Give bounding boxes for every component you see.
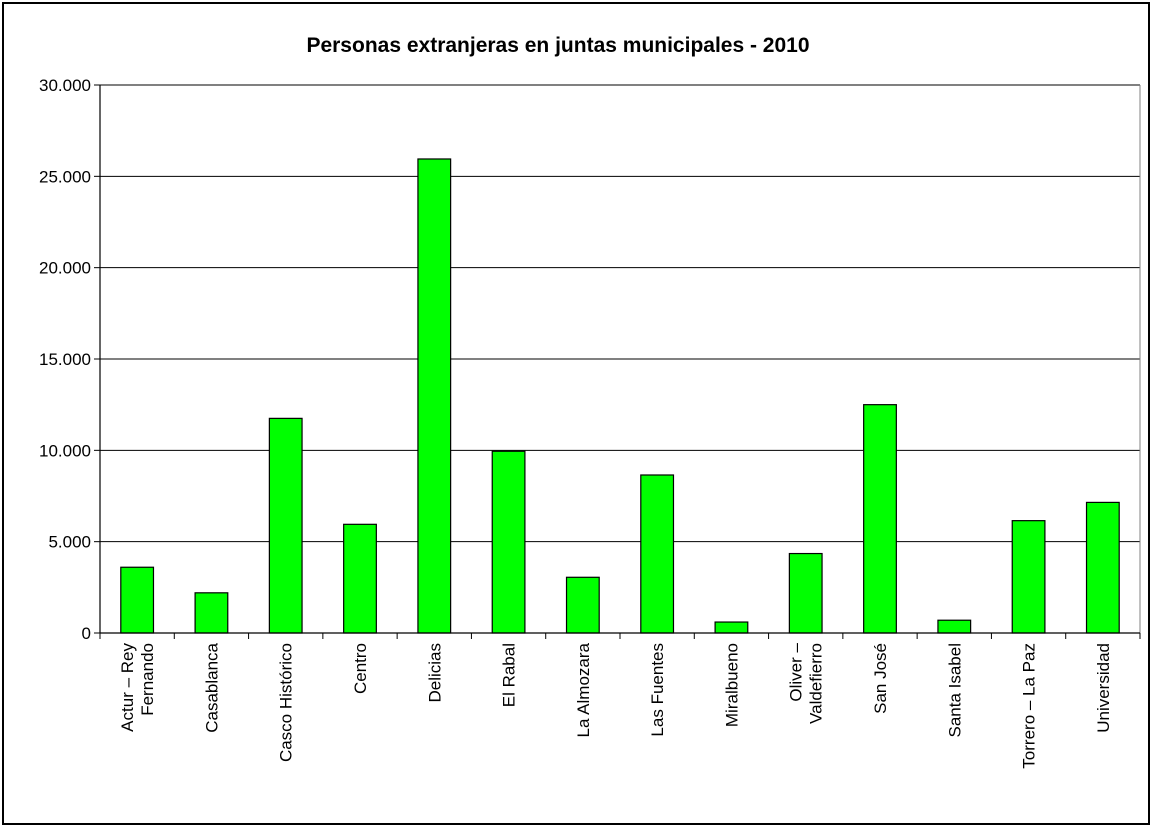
bar: [1011, 520, 1046, 634]
x-category-label: Universidad: [1094, 643, 1113, 733]
x-category-label: Casco Histórico: [277, 643, 296, 762]
chart-title: Personas extranjeras en juntas municipal…: [306, 34, 809, 57]
y-tick-label: 25.000: [39, 167, 91, 186]
y-tick-label: 30.000: [39, 76, 91, 95]
y-tick-label: 5.000: [48, 533, 91, 552]
bar: [788, 552, 823, 634]
bar: [268, 417, 303, 634]
grid-layer: [100, 84, 1140, 543]
x-category-label: Torrero – La Paz: [1020, 643, 1039, 769]
bar: [194, 592, 229, 634]
x-category-label: Delicias: [425, 643, 444, 703]
bar: [120, 566, 155, 634]
axis-layer: [94, 84, 1141, 639]
x-category-label: Casablanca: [202, 642, 221, 732]
x-category-label: Centro: [351, 643, 370, 694]
y-tick-label: 0: [82, 624, 91, 643]
x-category-label: Valdefierro: [807, 643, 826, 724]
x-category-label: La Almozara: [574, 642, 593, 737]
bar: [937, 619, 972, 634]
bar-chart: Personas extranjeras en juntas municipal…: [39, 34, 1141, 769]
x-category-label: Oliver –: [787, 642, 806, 701]
bar: [640, 474, 675, 634]
y-tick-label: 10.000: [39, 441, 91, 460]
x-category-label: San José: [871, 643, 890, 714]
y-tick-label: 20.000: [39, 259, 91, 278]
x-category-label: Fernando: [138, 643, 157, 716]
y-tick-label: 15.000: [39, 350, 91, 369]
bar: [863, 404, 897, 634]
bar-layer: [120, 158, 1120, 634]
bar: [417, 158, 452, 634]
label-layer: 0 5.000 10.000 15.000 20.000 25.000 30.000 Actu…: [39, 76, 1113, 769]
x-category-label: El Rabal: [500, 643, 519, 707]
x-category-label: Las Fuentes: [648, 643, 667, 737]
bar: [343, 523, 377, 634]
bar: [1085, 501, 1120, 634]
x-category-label: Miralbueno: [722, 643, 741, 727]
bar: [491, 450, 526, 634]
bar: [565, 576, 600, 634]
bar: [714, 621, 749, 634]
x-category-label: Santa Isabel: [945, 643, 964, 738]
x-category-label: Actur – Rey: [118, 643, 137, 732]
